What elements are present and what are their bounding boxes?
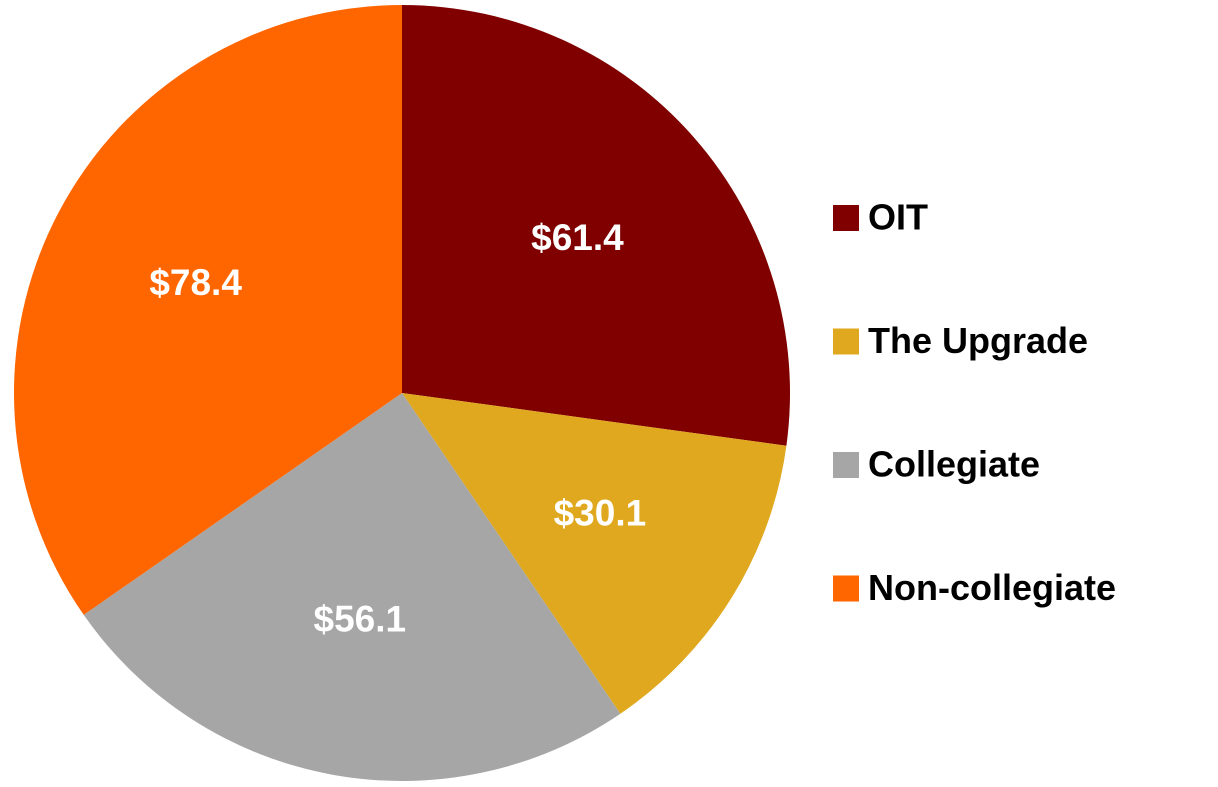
data-label: $78.4 [149,262,242,303]
legend-swatch [833,205,859,231]
legend-label: Collegiate [868,444,1040,485]
legend-swatch [833,575,859,602]
legend-label: Non-collegiate [868,567,1116,608]
pie-slice [402,393,787,714]
data-label: $56.1 [314,599,407,640]
legend-label: OIT [868,197,928,238]
legend-swatch [833,452,859,478]
pie-slice [402,5,791,446]
pie-slice [83,393,621,781]
data-label: $61.4 [531,217,624,258]
data-label: $30.1 [554,492,647,533]
pie-slice [14,5,403,615]
legend-swatch [833,328,859,355]
legend-label: The Upgrade [868,320,1088,361]
